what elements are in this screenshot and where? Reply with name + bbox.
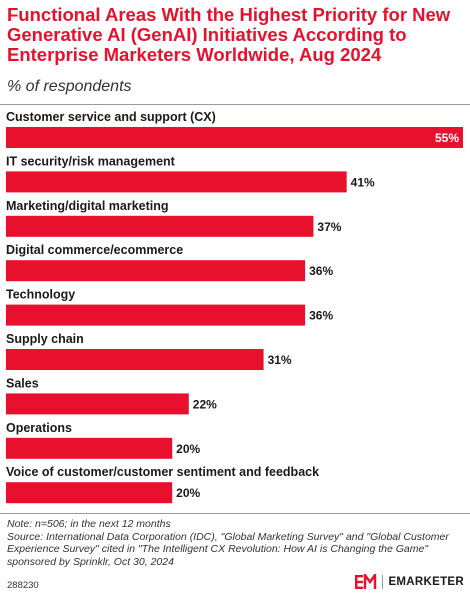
category-label: Sales <box>6 376 39 390</box>
value-label: 22% <box>193 397 217 411</box>
chart-notes: Note: n=506; in the next 12 months Sourc… <box>7 518 465 568</box>
bar <box>6 260 306 282</box>
top-divider <box>0 104 470 105</box>
source-text: Source: International Data Corporation (… <box>7 530 449 568</box>
value-label: 36% <box>309 264 333 278</box>
category-label: Technology <box>6 288 75 302</box>
category-label: Customer service and support (CX) <box>6 110 216 124</box>
logo-separator <box>382 575 384 589</box>
value-label: 41% <box>351 175 375 189</box>
brand-name: EMARKETER <box>388 576 464 588</box>
value-label: 20% <box>176 442 200 456</box>
bar <box>6 437 173 459</box>
category-label: Operations <box>6 421 72 435</box>
bottom-divider <box>0 513 470 514</box>
bar-chart: Customer service and support (CX) 55% IT s… <box>6 110 463 504</box>
category-label: Voice of customer/customer sentiment and… <box>6 465 319 479</box>
bar <box>6 215 314 237</box>
value-label: 31% <box>268 353 292 367</box>
bar <box>6 349 264 370</box>
bar <box>6 482 173 504</box>
note-text: Note: n=506; in the next 12 months <box>7 518 171 530</box>
brand-logo: EMARKETER <box>355 574 464 590</box>
bar <box>6 393 189 415</box>
value-label: 37% <box>317 220 341 234</box>
chart-subtitle: % of respondents <box>7 78 132 95</box>
bar <box>6 304 306 326</box>
value-label: 20% <box>176 486 200 500</box>
chart-title: Functional Areas With the Highest Priori… <box>7 4 451 65</box>
category-label: Marketing/digital marketing <box>6 199 169 213</box>
value-label: 55% <box>435 131 459 145</box>
category-label: Digital commerce/ecommerce <box>6 243 183 257</box>
value-label: 36% <box>309 309 333 323</box>
bar <box>6 127 463 148</box>
bar <box>6 171 347 193</box>
category-label: Supply chain <box>6 332 84 346</box>
category-label: IT security/risk management <box>6 154 176 168</box>
chart-id: 288230 <box>7 580 39 591</box>
em-logo-icon <box>355 574 377 589</box>
